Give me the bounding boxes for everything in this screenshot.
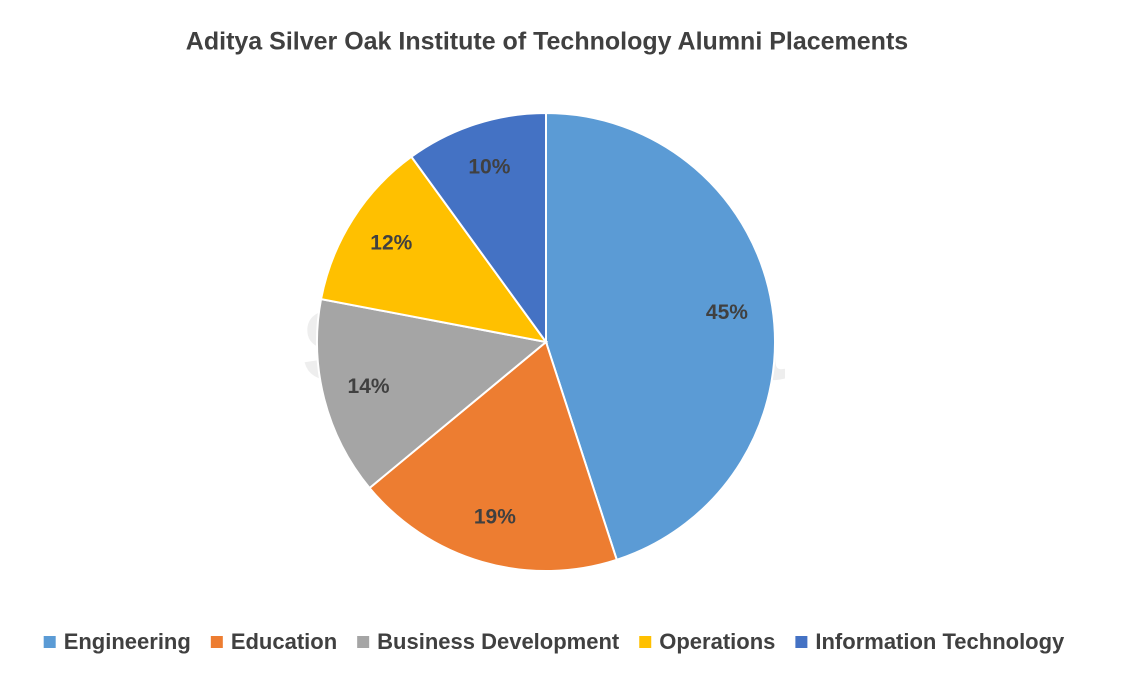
legend-label: Information Technology [815,629,1065,654]
legend-swatch [795,636,808,648]
pie-slice [319,155,549,344]
data-label: 45% [706,301,748,324]
pie-slice [316,297,549,490]
legend-label: Operations [659,629,775,654]
legend-label: Education [231,629,337,654]
pie-slice [545,111,776,562]
data-label: 19% [474,505,516,528]
data-label: 14% [348,375,390,398]
data-label: 10% [468,155,510,178]
legend-swatch [357,636,370,648]
legend-swatch [43,636,56,648]
legend-label: Business Development [377,629,620,654]
legend-swatch [210,636,223,648]
legend-label: Engineering [64,629,191,654]
legend-swatch [639,636,652,648]
pie-slice [410,111,547,346]
chart-title: Aditya Silver Oak Institute of Technolog… [186,28,908,56]
pie-slice [368,340,619,572]
data-label: 12% [370,231,412,254]
